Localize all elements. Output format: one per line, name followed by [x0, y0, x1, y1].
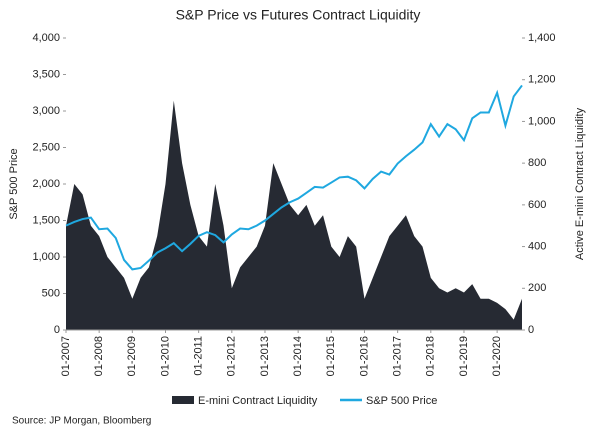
y-tick-label: 2,000 [32, 178, 60, 190]
x-tick-label: 01-2016 [358, 336, 370, 376]
price-line [65, 84, 523, 271]
y2-tick-label: 1,400 [528, 32, 556, 44]
y-tick-label: 2,500 [32, 141, 60, 153]
liquidity-area [66, 100, 522, 330]
x-tick-label: 01-2017 [392, 336, 404, 376]
chart-title: S&P Price vs Futures Contract Liquidity [176, 7, 421, 23]
y2-tick-label: 200 [528, 282, 546, 294]
x-tick-label: 01-2012 [226, 336, 238, 376]
x-tick-label: 01-2020 [491, 336, 503, 376]
y2-tick-label: 1,200 [528, 74, 556, 86]
y-tick-label: 1,000 [32, 251, 60, 263]
y-tick-label: 500 [42, 287, 60, 299]
x-tick-label: 01-2009 [126, 336, 138, 376]
y-tick-label: 3,000 [32, 105, 60, 117]
legend-label: S&P 500 Price [366, 395, 437, 407]
y2-tick-label: 800 [528, 157, 546, 169]
y2-axis-label: Active E-mini Contract Liquidity [574, 107, 586, 260]
legend-label: E-mini Contract Liquidity [198, 395, 318, 407]
y-tick-label: 0 [54, 324, 60, 336]
x-tick-label: 01-2008 [93, 336, 105, 376]
x-tick-label: 01-2011 [193, 336, 205, 376]
y2-tick-label: 1,000 [528, 115, 556, 127]
x-tick-label: 01-2019 [458, 336, 470, 376]
x-tick-label: 01-2014 [292, 336, 304, 376]
source-note: Source: JP Morgan, Bloomberg [12, 416, 151, 427]
x-tick-label: 01-2007 [60, 336, 72, 376]
x-tick-label: 01-2013 [259, 336, 271, 376]
legend-swatch [172, 396, 194, 404]
y-tick-label: 4,000 [32, 32, 60, 44]
y2-tick-label: 0 [528, 324, 534, 336]
x-tick-label: 01-2015 [325, 336, 337, 376]
y2-tick-label: 400 [528, 240, 546, 252]
y-tick-label: 3,500 [32, 68, 60, 80]
y-axis-label: S&P 500 Price [8, 148, 20, 219]
y-tick-label: 1,500 [32, 214, 60, 226]
x-tick-label: 01-2010 [159, 336, 171, 376]
x-tick-label: 01-2018 [425, 336, 437, 376]
y2-tick-label: 600 [528, 199, 546, 211]
